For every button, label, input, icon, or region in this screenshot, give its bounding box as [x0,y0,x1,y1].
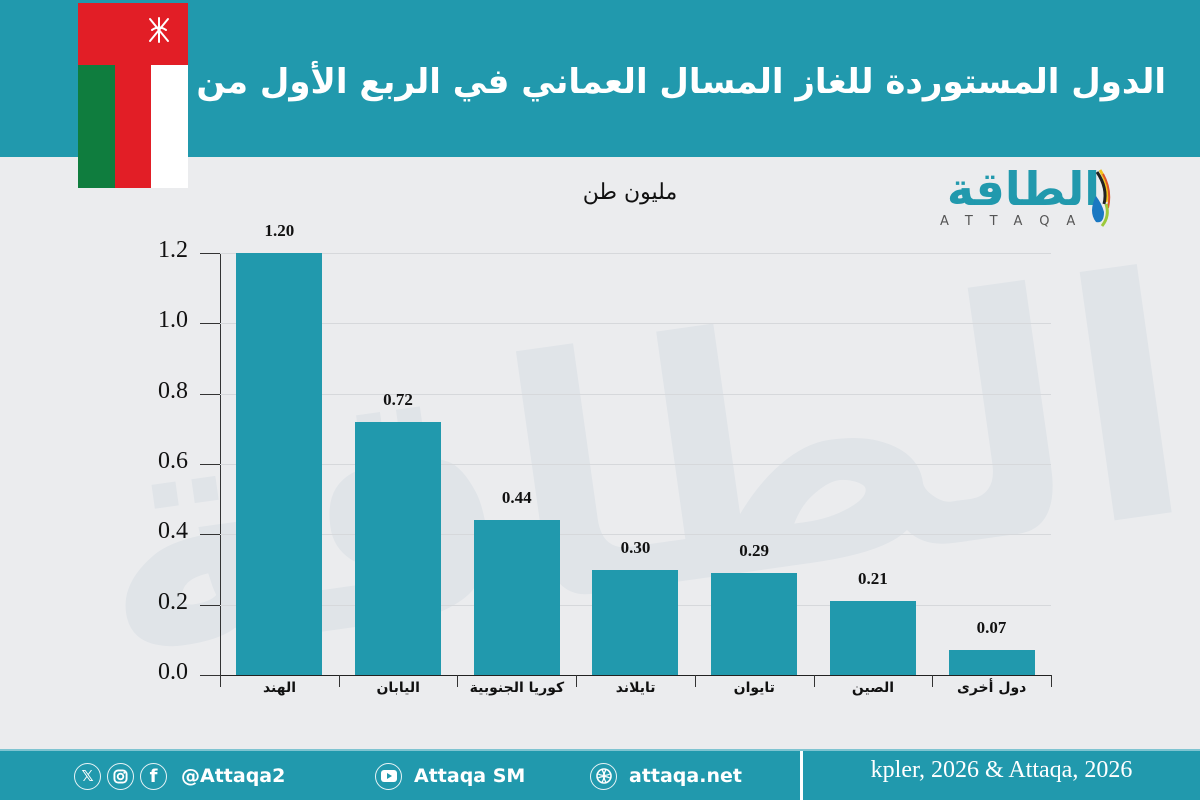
y-tick-label: 0.2 [158,588,188,615]
instagram-icon[interactable] [107,762,134,790]
oman-emblem-icon [149,17,169,43]
y-tick [200,393,220,395]
bar-value-label: 0.30 [620,537,651,557]
y-tick [200,675,220,676]
bar [236,253,323,675]
x-tick [813,675,815,687]
y-tick-label: 1.0 [158,307,188,334]
x-tick [694,675,696,687]
category-label: دول أخرى [957,680,1027,696]
bar-value-label: 0.72 [383,389,413,409]
y-tick [200,253,220,254]
footer-bar: 𝕏 f @Attaqa2 Attaqa SM attaqa.net kpler,… [0,749,1200,800]
gridline [220,393,1051,395]
bar-value-label: 0.44 [501,488,532,508]
y-tick-label: 0.6 [158,448,188,474]
gridline [220,464,1051,465]
y-tick-label: 0.8 [158,377,188,404]
gridline [220,534,1051,536]
gridline [220,323,1051,325]
x-tick [1050,675,1052,687]
youtube-link[interactable]: Attaqa SM [375,762,525,790]
x-icon[interactable]: 𝕏 [74,762,101,790]
category-label: تايوان [733,680,775,696]
social-handle-link[interactable]: @Attaqa2 [181,765,286,787]
globe-icon[interactable] [590,762,617,790]
social-links: 𝕏 f @Attaqa2 [74,762,285,790]
attaqa-logo: الطاقة ATTAQA [930,158,1160,238]
flag-green-band [78,65,115,188]
logo-latin-text: ATTAQA [940,214,1093,229]
y-tick [200,323,220,325]
bar-value-label: 1.20 [264,221,295,240]
flag-red-band [78,3,188,65]
y-tick-label: 0.4 [158,518,188,545]
x-tick [457,675,459,687]
category-label: تايلاند [615,680,656,696]
youtube-icon[interactable] [375,762,402,790]
flag-red-vertical [115,65,151,188]
y-tick [200,464,220,465]
bar-value-label: 0.21 [857,569,888,589]
logo-arabic-text: الطاقة [946,162,1100,216]
x-tick [932,675,934,687]
x-tick [576,675,578,687]
bar-value-label: 0.07 [976,618,1007,638]
gridline [220,253,1051,254]
energy-drop-icon [1092,169,1111,227]
category-label: الصين [851,680,895,696]
bar [829,601,916,675]
bar [948,650,1035,675]
flag-white-band [151,65,188,188]
oman-flag-icon [78,3,188,188]
bar [473,520,560,675]
category-label: كوريا الجنوبية [469,680,565,696]
x-tick [220,675,221,687]
website-link[interactable]: attaqa.net [590,762,742,790]
source-credit: kpler, 2026 & Attaqa, 2026 [870,757,1133,783]
y-tick-label: 1.2 [158,237,188,263]
category-label: اليابان [376,680,420,696]
x-axis [200,675,1051,676]
bar [355,421,442,675]
facebook-icon[interactable]: f [140,762,167,790]
bar [711,573,798,675]
youtube-channel-label[interactable]: Attaqa SM [414,765,526,787]
unit-label: مليون طن [582,180,678,205]
category-label: الهند [262,680,297,696]
footer-divider [800,751,803,800]
y-tick [200,604,220,606]
y-tick [200,534,220,536]
bar [592,569,679,675]
website-label[interactable]: attaqa.net [629,765,742,787]
bar-value-label: 0.29 [739,541,770,561]
x-tick [338,675,340,687]
y-tick-label: 0.0 [158,659,188,685]
